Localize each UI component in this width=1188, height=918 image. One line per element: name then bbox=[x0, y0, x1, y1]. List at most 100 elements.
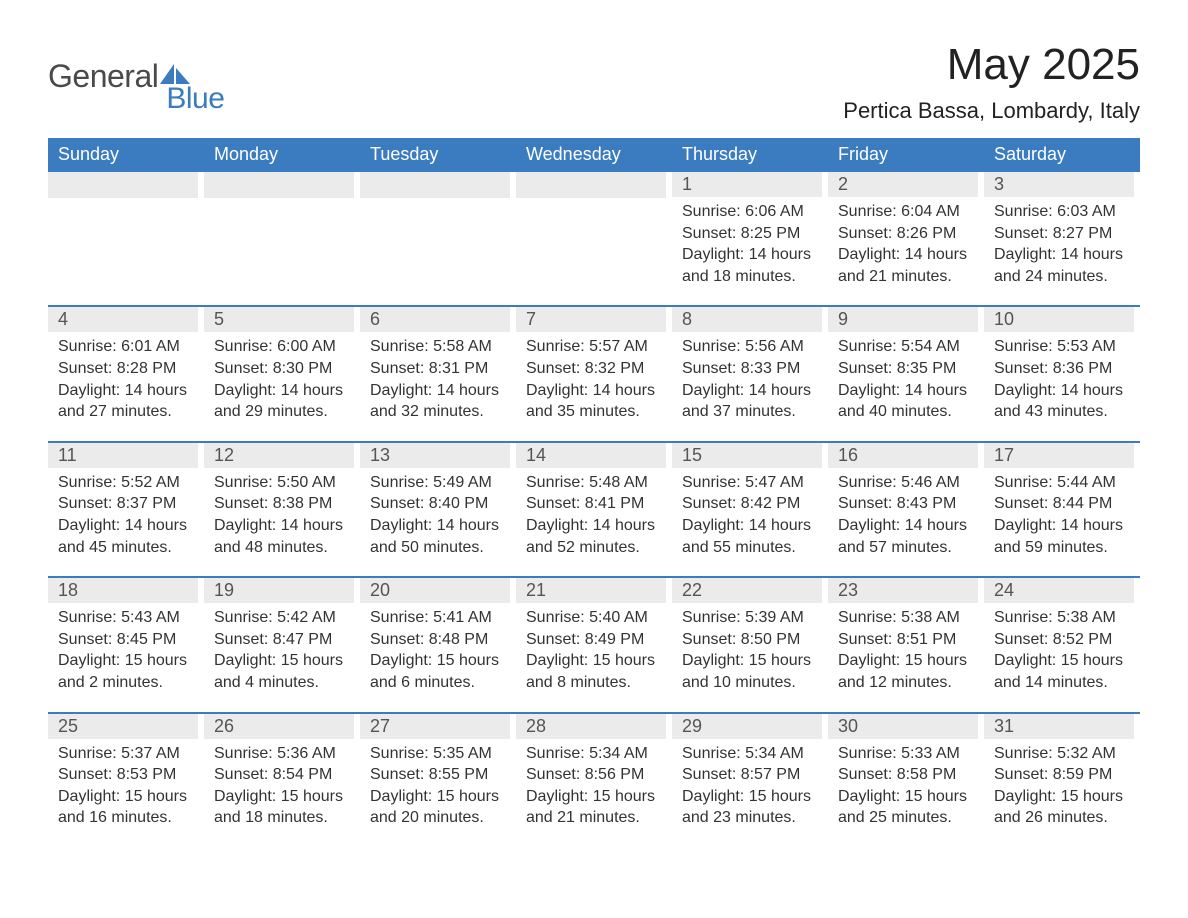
sunrise-text: Sunrise: 5:40 AM bbox=[526, 607, 662, 629]
day-details: Sunrise: 5:54 AMSunset: 8:35 PMDaylight:… bbox=[828, 336, 978, 422]
calendar: SundayMondayTuesdayWednesdayThursdayFrid… bbox=[48, 138, 1140, 847]
title-block: May 2025 Pertica Bassa, Lombardy, Italy bbox=[843, 40, 1140, 124]
day-number: 30 bbox=[828, 714, 978, 739]
day-cell: 19Sunrise: 5:42 AMSunset: 8:47 PMDayligh… bbox=[204, 578, 360, 693]
sunrise-text: Sunrise: 5:58 AM bbox=[370, 336, 506, 358]
sunset-text: Sunset: 8:58 PM bbox=[838, 764, 974, 786]
day-cell: 22 Sunrise: 5:39 AMSunset: 8:50 PMDayligh… bbox=[672, 578, 828, 693]
day-cell: 24Sunrise: 5:38 AMSunset: 8:52 PMDayligh… bbox=[984, 578, 1140, 693]
day-details: Sunrise: 5:46 AMSunset: 8:43 PMDaylight:… bbox=[828, 472, 978, 558]
day-details: Sunrise: 5:53 AMSunset: 8:36 PMDaylight:… bbox=[984, 336, 1134, 422]
sunset-text: Sunset: 8:47 PM bbox=[214, 629, 350, 651]
sunset-text: Sunset: 8:27 PM bbox=[994, 223, 1130, 245]
sunrise-text: Sunrise: 5:56 AM bbox=[682, 336, 818, 358]
day-cell: 10 Sunrise: 5:53 AMSunset: 8:36 PMDayligh… bbox=[984, 307, 1140, 422]
day-cell: 30Sunrise: 5:33 AMSunset: 8:58 PMDayligh… bbox=[828, 714, 984, 829]
sunrise-text: Sunrise: 5:39 AM bbox=[682, 607, 818, 629]
day-number bbox=[516, 172, 666, 198]
day-number: 17 bbox=[984, 443, 1134, 468]
daylight-text: Daylight: 14 hours and 24 minutes. bbox=[994, 244, 1130, 287]
day-details: Sunrise: 5:40 AMSunset: 8:49 PMDaylight:… bbox=[516, 607, 666, 693]
sunset-text: Sunset: 8:30 PM bbox=[214, 358, 350, 380]
day-cell: 23Sunrise: 5:38 AMSunset: 8:51 PMDayligh… bbox=[828, 578, 984, 693]
sunset-text: Sunset: 8:35 PM bbox=[838, 358, 974, 380]
weekday-header: Saturday bbox=[984, 138, 1140, 172]
day-cell: 5Sunrise: 6:00 AMSunset: 8:30 PMDaylight… bbox=[204, 307, 360, 422]
day-details: Sunrise: 5:49 AMSunset: 8:40 PMDaylight:… bbox=[360, 472, 510, 558]
day-cell: 4 Sunrise: 6:01 AMSunset: 8:28 PMDaylight… bbox=[48, 307, 204, 422]
daylight-text: Daylight: 15 hours and 26 minutes. bbox=[994, 786, 1130, 829]
day-number: 3 bbox=[984, 172, 1134, 197]
sunset-text: Sunset: 8:28 PM bbox=[58, 358, 194, 380]
week-row: 25Sunrise: 5:37 AMSunset: 8:53 PMDayligh… bbox=[48, 712, 1140, 847]
day-details: Sunrise: 5:36 AMSunset: 8:54 PMDaylight:… bbox=[204, 743, 354, 829]
day-cell: 16 Sunrise: 5:46 AMSunset: 8:43 PMDayligh… bbox=[828, 443, 984, 558]
daylight-text: Daylight: 15 hours and 25 minutes. bbox=[838, 786, 974, 829]
sunset-text: Sunset: 8:44 PM bbox=[994, 493, 1130, 515]
day-details: Sunrise: 5:43 AMSunset: 8:45 PMDaylight:… bbox=[48, 607, 198, 693]
day-details: Sunrise: 5:52 AMSunset: 8:37 PMDaylight:… bbox=[48, 472, 198, 558]
day-details: Sunrise: 5:39 AMSunset: 8:50 PMDaylight:… bbox=[672, 607, 822, 693]
day-details: Sunrise: 5:38 AMSunset: 8:51 PMDaylight:… bbox=[828, 607, 978, 693]
day-cell: 31Sunrise: 5:32 AMSunset: 8:59 PMDayligh… bbox=[984, 714, 1140, 829]
sunrise-text: Sunrise: 5:50 AM bbox=[214, 472, 350, 494]
sunrise-text: Sunrise: 5:46 AM bbox=[838, 472, 974, 494]
day-cell bbox=[516, 172, 672, 287]
sunrise-text: Sunrise: 5:48 AM bbox=[526, 472, 662, 494]
daylight-text: Daylight: 14 hours and 57 minutes. bbox=[838, 515, 974, 558]
day-details: Sunrise: 5:38 AMSunset: 8:52 PMDaylight:… bbox=[984, 607, 1134, 693]
day-details: Sunrise: 5:56 AMSunset: 8:33 PMDaylight:… bbox=[672, 336, 822, 422]
week-row: 1Sunrise: 6:06 AMSunset: 8:25 PMDaylight… bbox=[48, 172, 1140, 305]
daylight-text: Daylight: 14 hours and 52 minutes. bbox=[526, 515, 662, 558]
daylight-text: Daylight: 14 hours and 35 minutes. bbox=[526, 380, 662, 423]
daylight-text: Daylight: 15 hours and 14 minutes. bbox=[994, 650, 1130, 693]
day-cell: 18 Sunrise: 5:43 AMSunset: 8:45 PMDayligh… bbox=[48, 578, 204, 693]
day-cell: 11Sunrise: 5:52 AMSunset: 8:37 PMDayligh… bbox=[48, 443, 204, 558]
day-number: 18 bbox=[48, 578, 198, 603]
day-number: 22 bbox=[672, 578, 822, 603]
week-row: 18 Sunrise: 5:43 AMSunset: 8:45 PMDayligh… bbox=[48, 576, 1140, 711]
logo: General Blue bbox=[48, 40, 250, 95]
logo-text-general: General bbox=[48, 58, 158, 95]
day-number: 15 bbox=[672, 443, 822, 468]
day-number: 16 bbox=[828, 443, 978, 468]
sunset-text: Sunset: 8:52 PM bbox=[994, 629, 1130, 651]
sunrise-text: Sunrise: 6:01 AM bbox=[58, 336, 194, 358]
sunrise-text: Sunrise: 5:36 AM bbox=[214, 743, 350, 765]
day-cell: 3 Sunrise: 6:03 AMSunset: 8:27 PMDaylight… bbox=[984, 172, 1140, 287]
sunrise-text: Sunrise: 5:44 AM bbox=[994, 472, 1130, 494]
day-number: 12 bbox=[204, 443, 354, 468]
daylight-text: Daylight: 14 hours and 32 minutes. bbox=[370, 380, 506, 423]
sunset-text: Sunset: 8:40 PM bbox=[370, 493, 506, 515]
weekday-header: Friday bbox=[828, 138, 984, 172]
day-cell bbox=[48, 172, 204, 287]
day-cell: 28Sunrise: 5:34 AMSunset: 8:56 PMDayligh… bbox=[516, 714, 672, 829]
weekday-header: Monday bbox=[204, 138, 360, 172]
sunset-text: Sunset: 8:57 PM bbox=[682, 764, 818, 786]
day-number: 26 bbox=[204, 714, 354, 739]
day-cell: 12Sunrise: 5:50 AMSunset: 8:38 PMDayligh… bbox=[204, 443, 360, 558]
weekday-header: Thursday bbox=[672, 138, 828, 172]
sunset-text: Sunset: 8:37 PM bbox=[58, 493, 194, 515]
daylight-text: Daylight: 14 hours and 43 minutes. bbox=[994, 380, 1130, 423]
day-number: 6 bbox=[360, 307, 510, 332]
day-cell: 2Sunrise: 6:04 AMSunset: 8:26 PMDaylight… bbox=[828, 172, 984, 287]
weekday-header: Sunday bbox=[48, 138, 204, 172]
day-number: 10 bbox=[984, 307, 1134, 332]
day-cell: 6Sunrise: 5:58 AMSunset: 8:31 PMDaylight… bbox=[360, 307, 516, 422]
day-details: Sunrise: 6:01 AMSunset: 8:28 PMDaylight:… bbox=[48, 336, 198, 422]
day-number: 31 bbox=[984, 714, 1134, 739]
daylight-text: Daylight: 15 hours and 10 minutes. bbox=[682, 650, 818, 693]
sunrise-text: Sunrise: 5:38 AM bbox=[994, 607, 1130, 629]
sunrise-text: Sunrise: 5:54 AM bbox=[838, 336, 974, 358]
day-cell: 8Sunrise: 5:56 AMSunset: 8:33 PMDaylight… bbox=[672, 307, 828, 422]
sunset-text: Sunset: 8:32 PM bbox=[526, 358, 662, 380]
daylight-text: Daylight: 14 hours and 45 minutes. bbox=[58, 515, 194, 558]
day-details: Sunrise: 5:41 AMSunset: 8:48 PMDaylight:… bbox=[360, 607, 510, 693]
day-number: 13 bbox=[360, 443, 510, 468]
daylight-text: Daylight: 14 hours and 55 minutes. bbox=[682, 515, 818, 558]
day-number: 4 bbox=[48, 307, 198, 332]
day-details: Sunrise: 5:34 AMSunset: 8:56 PMDaylight:… bbox=[516, 743, 666, 829]
day-details: Sunrise: 5:48 AMSunset: 8:41 PMDaylight:… bbox=[516, 472, 666, 558]
sunrise-text: Sunrise: 6:03 AM bbox=[994, 201, 1130, 223]
